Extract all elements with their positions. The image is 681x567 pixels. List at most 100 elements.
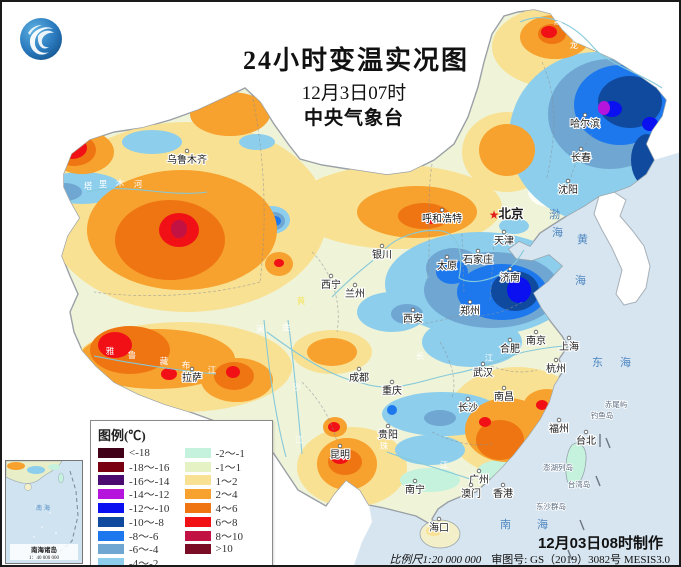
city-label-上海: 上海 [559,340,579,353]
island-label-钓鱼岛: 钓鱼岛 [591,410,614,420]
city-dot-icon [184,148,190,154]
city-dot-icon [475,248,481,254]
river-label-7: 长 [416,351,425,361]
cma-logo [20,18,62,60]
legend-label: -14～-12 [129,489,170,502]
taiwan-island [565,442,587,488]
city-dot-icon [556,417,562,423]
legend-item-neg-5: -10～-8 [98,515,179,529]
legend-title: 图例(℃) [98,428,146,443]
city-dot-icon [553,357,559,363]
legend-label: 2～4 [215,489,238,502]
city-dot-icon [507,337,513,343]
river-label-6: 黄 [297,296,306,306]
sea-label-3: 海 [575,273,587,287]
legend-swatch [98,558,124,565]
legend-item-neg-4: -12～-10 [98,501,179,515]
map-title: 24小时变温实况图 [242,46,470,75]
legend-label: >10 [215,543,233,556]
river-label-2: 木 [116,178,125,188]
city-label-太原: 太原 [437,259,457,272]
city-label-沈阳: 沈阳 [558,183,578,196]
legend-item-neg-1: -18～-16 [98,460,179,474]
city-dot-icon [444,254,450,260]
legend-item-neg-6: -8～-6 [98,529,179,543]
approval-number: 审图号: GS（2019）3082号 MESIS3.0 [491,554,670,566]
legend-swatch [184,447,211,458]
island-label-东沙群岛: 东沙群岛 [536,501,566,511]
legend-swatch [98,475,124,486]
legend-item-pos-7: >10 [184,543,266,557]
city-dot-icon [565,178,571,184]
city-dot-icon [507,266,513,272]
city-label-石家庄: 石家庄 [463,253,493,266]
city-label-天津: 天津 [494,235,514,247]
city-label-济南: 济南 [500,271,520,284]
city-label-杭州: 杭州 [546,362,566,375]
south-china-sea-inset: 南海 南海诸岛 1：40 000 000 [5,460,83,564]
city-label-拉萨: 拉萨 [182,371,202,384]
city-label-西宁: 西宁 [321,278,341,291]
sea-label-1: 海 [552,225,564,239]
legend-item-neg-2: -16～-14 [98,474,179,488]
legend-label: -18～-16 [129,461,170,474]
legend-label: 4～6 [215,503,238,516]
city-label-重庆: 重庆 [382,384,402,397]
island-label-台湾岛: 台湾岛 [568,479,591,489]
city-dot-icon [385,423,391,429]
legend-swatch [98,544,124,555]
city-label-银川: 银川 [372,248,392,261]
island-label-澎湖列岛: 澎湖列岛 [543,462,573,472]
river-labels: 塔里木河黑龙黄长 江珠江雅 鲁藏布江澜 金沙江 [84,16,579,470]
city-label-台北: 台北 [576,434,596,447]
legend-column-negative: <-18 -18～-16 -16～-14 -14～-12 -12～-10 -10～-8 -8… [98,446,179,565]
city-dot-icon [352,282,358,288]
city-label-郑州: 郑州 [460,304,480,317]
city-label-广州: 广州 [469,474,489,486]
city-dot-icon [189,366,195,372]
legend-column-positive: -2～-1 -1～1 1～2 2～4 4～6 6～8 8～10 >10 [184,446,266,565]
city-label-西安: 西安 [403,312,423,325]
legend-label: -10～-8 [129,516,164,529]
legend-box: 图例(℃) <-18 -18～-16 -16～-14 -14～-12 -12～-10 -1… [90,420,273,565]
legend-item-pos-1: -1～1 [184,460,266,474]
legend-swatch [184,530,211,541]
city-dot-icon [500,482,506,488]
hainan-island [419,519,461,549]
city-label-呼和浩特: 呼和浩特 [422,213,462,225]
city-dot-icon [389,379,395,385]
city-label-海口: 海口 [429,521,449,534]
city-dot-icon [379,243,385,249]
legend-item-pos-0: -2～-1 [184,446,266,460]
city-dot-icon [465,396,471,402]
river-label-16: 澜 [256,324,265,334]
legend-swatch [184,544,211,555]
city-label-合肥: 合肥 [500,342,520,355]
legend-label: <-18 [129,446,150,459]
city-dot-icon [583,429,589,435]
legend-label: -6～-4 [129,544,159,557]
legend-label: 8～10 [215,530,244,543]
korea-landmass [593,191,651,306]
city-dot-icon [467,299,473,305]
city-label-兰州: 兰州 [345,287,365,300]
legend-item-pos-6: 8～10 [184,529,266,543]
city-label-哈尔滨: 哈尔滨 [570,117,600,130]
city-dot-icon [476,468,482,474]
city-label-武汉: 武汉 [473,366,493,379]
city-dot-icon [468,482,474,488]
legend-label: 6～8 [215,516,238,529]
city-label-成都: 成都 [349,372,369,384]
river-label-4: 黑 [554,16,563,26]
legend-item-pos-5: 6～8 [184,515,266,529]
inset-sea-label: 南海 [36,504,52,512]
city-label-福州: 福州 [549,422,569,435]
city-dot-icon [439,207,445,213]
sea-label-6: 南 [500,518,512,531]
legend-item-neg-0: <-18 [98,446,179,460]
city-label-南宁: 南宁 [405,483,425,496]
legend-swatch [184,461,211,472]
legend-swatch [98,503,124,514]
river-label-14: 布 [182,360,191,370]
